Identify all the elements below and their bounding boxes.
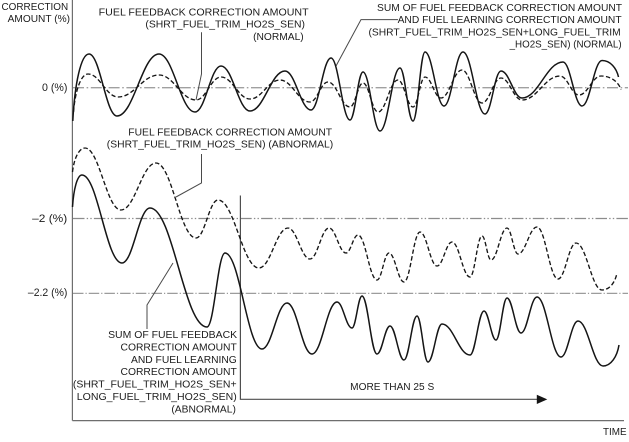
svg-text:SUM OF FUEL FEEDBACK: SUM OF FUEL FEEDBACK	[108, 330, 237, 341]
svg-text:CORRECTION: CORRECTION	[2, 2, 69, 13]
svg-text:AMOUNT (%): AMOUNT (%)	[8, 14, 70, 25]
svg-text:MORE THAN 25 S: MORE THAN 25 S	[350, 382, 434, 393]
svg-text:0 (%): 0 (%)	[42, 82, 67, 94]
svg-text:(SHRT_FUEL_TRIM_HO2S_SEN): (SHRT_FUEL_TRIM_HO2S_SEN)	[145, 20, 305, 31]
svg-text:FUEL FEEDBACK CORRECTION AMOUN: FUEL FEEDBACK CORRECTION AMOUNT	[99, 8, 309, 19]
svg-text:–2.2 (%): –2.2 (%)	[28, 287, 68, 299]
svg-text:(NORMAL): (NORMAL)	[253, 32, 304, 43]
svg-text:LONG_FUEL_TRIM_HO2S_SEN): LONG_FUEL_TRIM_HO2S_SEN)	[77, 392, 237, 403]
svg-text:–2 (%): –2 (%)	[32, 213, 67, 225]
svg-text:(SHRT_FUEL_TRIM_HO2S_SEN) (ABN: (SHRT_FUEL_TRIM_HO2S_SEN) (ABNORMAL)	[107, 140, 333, 151]
svg-text:(SHRT_FUEL_TRIM_HO2S_SEN+LONG_: (SHRT_FUEL_TRIM_HO2S_SEN+LONG_FUEL_TRIM	[369, 27, 621, 38]
svg-text:(SHRT_FUEL_TRIM_HO2S_SEN+: (SHRT_FUEL_TRIM_HO2S_SEN+	[73, 380, 237, 391]
svg-text:FUEL FEEDBACK CORRECTION AMOUN: FUEL FEEDBACK CORRECTION AMOUNT	[128, 127, 332, 138]
svg-text:CORRECTION AMOUNT: CORRECTION AMOUNT	[121, 367, 237, 378]
svg-text:AND FUEL LEARNING CORRECTION A: AND FUEL LEARNING CORRECTION AMOUNT	[398, 15, 622, 26]
svg-text:TIME: TIME	[603, 427, 627, 437]
svg-text:(ABNORMAL): (ABNORMAL)	[171, 404, 236, 415]
svg-text:SUM OF FUEL FEEDBACK CORRECTIO: SUM OF FUEL FEEDBACK CORRECTION AMOUNT	[377, 3, 622, 14]
svg-text:_HO2S_SEN) (NORMAL): _HO2S_SEN) (NORMAL)	[509, 39, 622, 50]
svg-text:CORRECTION AMOUNT: CORRECTION AMOUNT	[121, 342, 237, 353]
svg-text:AND FUEL LEARNING: AND FUEL LEARNING	[131, 355, 237, 366]
